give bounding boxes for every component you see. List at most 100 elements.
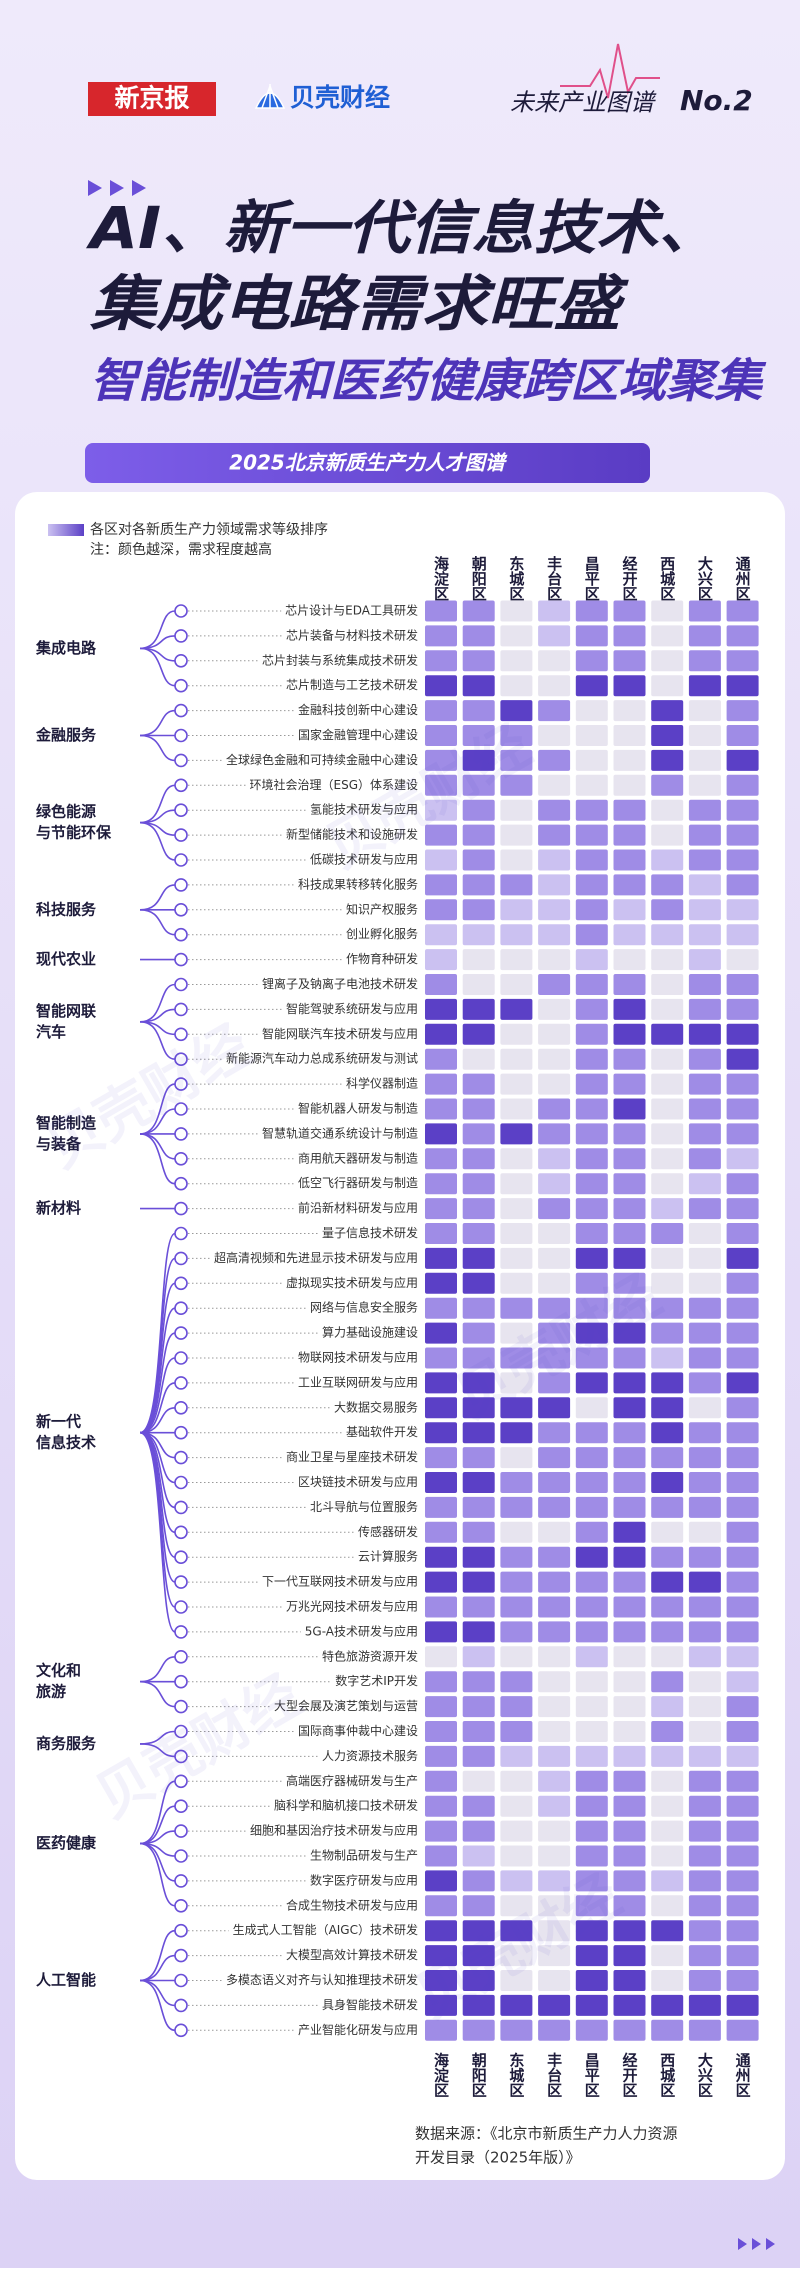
node <box>174 1923 188 1938</box>
heat-cell <box>726 1671 759 1693</box>
heat-cell <box>575 749 608 771</box>
heat-cell <box>688 924 721 946</box>
heat-cell <box>425 799 457 821</box>
heat-cell <box>575 1671 608 1693</box>
heat-cell <box>651 1247 684 1269</box>
heat-cell <box>613 1646 646 1668</box>
heat-cell <box>726 1297 759 1319</box>
heat-cell <box>688 1770 721 1792</box>
row-label: 特色旅游资源开发 <box>322 1648 418 1663</box>
heat-cell <box>726 899 759 921</box>
row-label: 物联网技术研发与应用 <box>298 1350 418 1365</box>
heat-cell <box>613 1920 646 1942</box>
column-label: 海淀区 <box>432 2052 450 2098</box>
heat-cell <box>425 1845 457 1867</box>
heat-cell <box>651 1870 684 1892</box>
row-label: 知识产权服务 <box>346 901 418 916</box>
legend-note: 各区对各新质生产力领域需求等级排序 <box>90 521 328 538</box>
heat-cell <box>688 2019 721 2041</box>
heat-cell <box>538 924 571 946</box>
heat-cell <box>688 1945 721 1967</box>
heat-cell <box>651 675 684 697</box>
heat-cell <box>613 725 646 746</box>
heat-cell <box>425 1472 457 1493</box>
heat-cell <box>538 1173 571 1195</box>
heat-cell <box>538 1098 571 1120</box>
heat-cell <box>651 1546 684 1568</box>
heat-cell <box>462 725 495 746</box>
heat-cell <box>500 1223 533 1244</box>
heat-cell <box>538 1994 571 2016</box>
heat-cell <box>575 725 608 746</box>
heat-cell <box>613 949 646 971</box>
heat-cell <box>651 1845 684 1867</box>
heat-cell <box>500 774 533 796</box>
heat-cell <box>425 1920 457 1942</box>
heat-cell <box>688 1422 721 1444</box>
row-label: 作物育种研发 <box>346 951 418 966</box>
heat-cell <box>688 874 721 896</box>
heat-cell <box>651 1895 684 1917</box>
heat-cell <box>538 675 571 697</box>
row-label: 国际商事仲裁中心建设 <box>298 1723 418 1738</box>
heat-cell <box>462 1770 495 1792</box>
group-label: 医药健康 <box>36 1834 97 1852</box>
heat-cell <box>500 1496 533 1518</box>
node <box>174 1998 188 2013</box>
row-label: 网络与信息安全服务 <box>310 1300 418 1315</box>
row-label: 算力基础设施建设 <box>322 1325 418 1340</box>
heat-cell <box>726 924 759 946</box>
row-label: 芯片装备与材料技术研发 <box>286 627 418 642</box>
heat-cell <box>613 1247 646 1269</box>
heat-cell <box>538 899 571 921</box>
group-label: 汽车 <box>36 1023 66 1041</box>
heat-cell <box>575 1023 608 1045</box>
brand-box <box>88 82 216 116</box>
heat-cell <box>688 949 721 971</box>
heat-cell <box>726 874 759 896</box>
heat-cell <box>462 774 495 796</box>
heat-cell <box>425 874 457 896</box>
legend-swatch <box>48 524 84 536</box>
heat-cell <box>726 600 759 622</box>
heat-cell <box>613 1870 646 1892</box>
column-label: 昌平区 <box>583 556 601 601</box>
heat-cell <box>500 824 533 846</box>
heat-cell <box>651 1795 684 1817</box>
heat-cell <box>613 824 646 846</box>
heat-cell <box>575 650 608 672</box>
heat-cell <box>538 1198 571 1220</box>
heat-cell <box>500 1148 533 1170</box>
heat-cell <box>726 949 759 971</box>
heat-cell <box>538 1945 571 1967</box>
heat-cell <box>575 1073 608 1095</box>
heat-cell <box>575 774 608 796</box>
column-label: 通州区 <box>734 2052 752 2097</box>
heat-cell <box>651 725 684 746</box>
heat-cell <box>538 1347 571 1369</box>
heat-cell <box>613 1696 646 1718</box>
brand-icon <box>254 84 286 109</box>
heat-cell <box>538 1447 571 1469</box>
node <box>174 1674 188 1689</box>
heat-cell <box>462 924 495 946</box>
heat-cell <box>613 700 646 722</box>
heat-cell <box>726 1521 759 1543</box>
heat-cell <box>613 799 646 821</box>
heat-cell <box>688 1472 721 1493</box>
row-label: 芯片设计与EDA工具研发 <box>285 603 418 618</box>
heat-cell <box>462 1671 495 1693</box>
node <box>174 1226 188 1241</box>
heat-cell <box>538 1745 571 1767</box>
heat-cell <box>462 1546 495 1568</box>
heat-cell <box>575 1048 608 1070</box>
heat-cell <box>726 2019 759 2041</box>
heat-cell <box>726 1322 759 1344</box>
heat-cell <box>575 1696 608 1718</box>
heat-cell <box>425 1696 457 1718</box>
heat-cell <box>651 1397 684 1419</box>
heat-cell <box>575 1895 608 1917</box>
heat-cell <box>500 675 533 697</box>
node <box>174 1376 188 1390</box>
heat-cell <box>613 1198 646 1220</box>
